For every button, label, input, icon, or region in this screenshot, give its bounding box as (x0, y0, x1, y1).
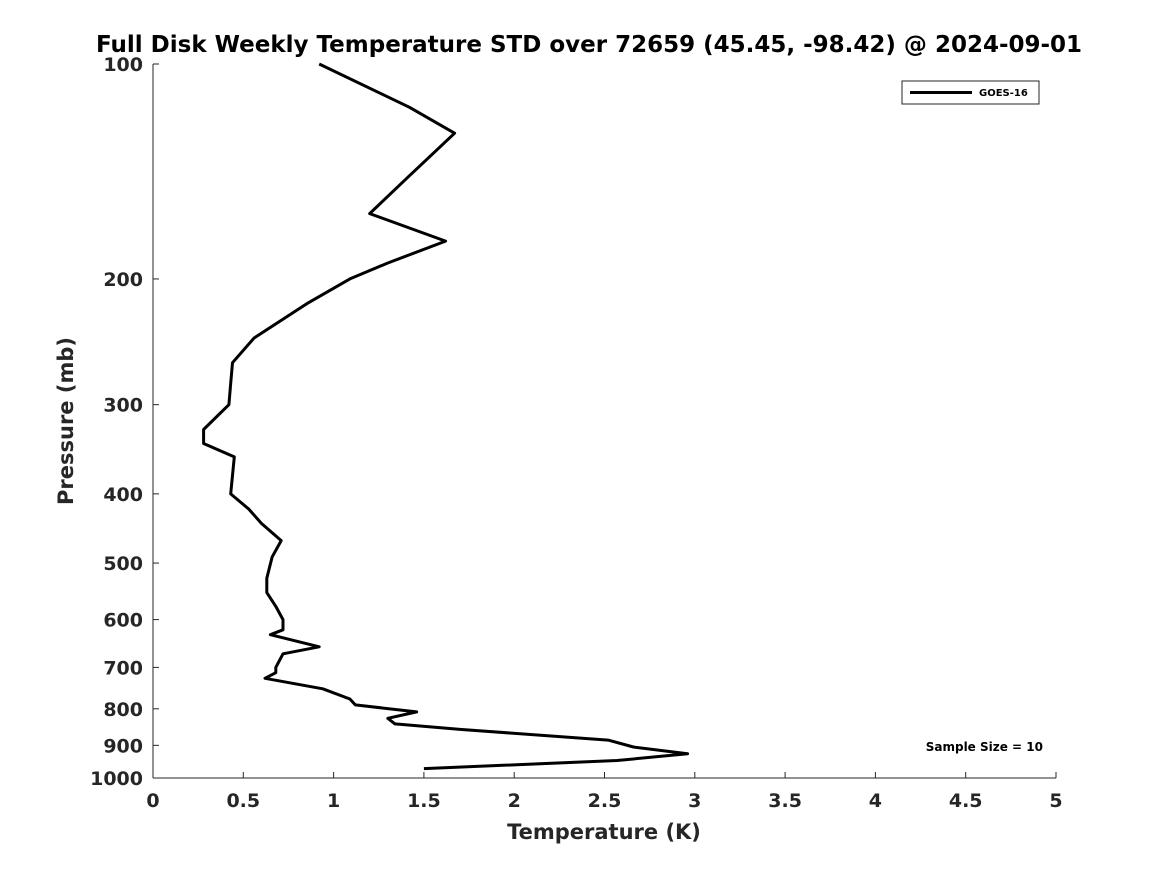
y-tick-label: 100 (103, 54, 143, 76)
legend: GOES-16 (901, 80, 1040, 105)
legend-entry-goes-16: GOES-16 (979, 88, 1028, 99)
x-tick-label: 0.5 (226, 790, 260, 812)
x-tick-label: 0 (146, 790, 159, 812)
y-tick-label: 1000 (90, 768, 143, 790)
y-tick-label: 800 (103, 699, 143, 721)
series-line-goes-16 (202, 62, 690, 771)
y-tick-label: 400 (103, 484, 143, 506)
x-tick-label: 4.5 (949, 790, 983, 812)
x-tick-label: 5 (1049, 790, 1062, 812)
x-tick-label: 3 (688, 790, 701, 812)
x-tick-label: 2.5 (588, 790, 622, 812)
chart-title: Full Disk Weekly Temperature STD over 72… (96, 32, 1082, 58)
x-ticks: 0 0.5 1 1.5 2 2.5 3 3.5 4 4.5 5 (146, 772, 1063, 812)
sample-size-annotation: Sample Size = 10 (926, 740, 1043, 754)
x-tick-label: 4 (869, 790, 882, 812)
axes (152, 64, 1056, 779)
series-layer (202, 62, 690, 771)
y-tick-label: 700 (103, 657, 143, 679)
y-tick-label: 300 (103, 395, 143, 417)
x-tick-label: 1 (327, 790, 340, 812)
y-axis-label: Pressure (mb) (54, 337, 78, 505)
x-tick-label: 3.5 (768, 790, 802, 812)
y-tick-label: 200 (103, 269, 143, 291)
y-tick-label: 600 (103, 610, 143, 632)
y-tick-label: 900 (103, 735, 143, 757)
x-tick-label: 2 (508, 790, 521, 812)
x-tick-label: 1.5 (407, 790, 441, 812)
y-ticks: 100 200 300 400 500 600 700 800 900 1000 (90, 54, 159, 790)
y-tick-label: 500 (103, 553, 143, 575)
x-axis-label: Temperature (K) (507, 820, 701, 844)
